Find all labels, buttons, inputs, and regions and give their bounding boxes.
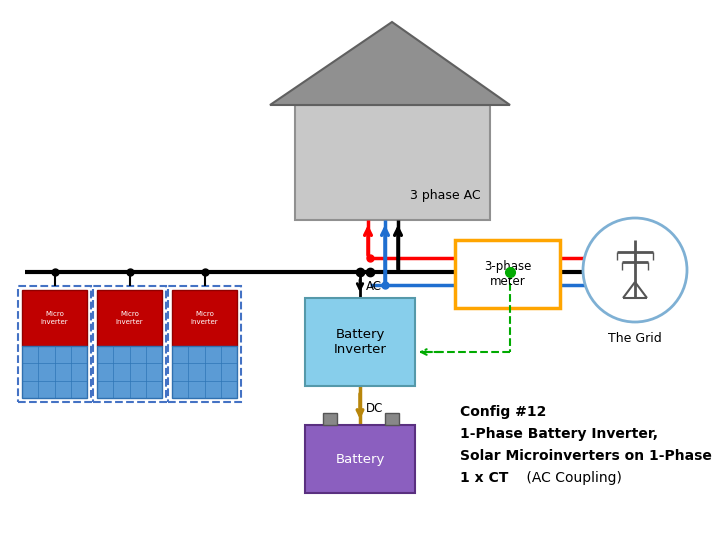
Bar [97, 290, 162, 346]
Text: 1-Phase Battery Inverter,: 1-Phase Battery Inverter, [460, 427, 658, 441]
Bar [172, 346, 237, 398]
Text: 3-phase
meter: 3-phase meter [484, 260, 531, 288]
Text: AC: AC [366, 280, 382, 293]
Text: 1 x CT: 1 x CT [460, 471, 508, 485]
Text: Battery: Battery [336, 453, 384, 465]
Text: Battery
Inverter: Battery Inverter [333, 328, 387, 356]
Circle shape [583, 218, 687, 322]
Bar [22, 290, 87, 346]
Bar [172, 290, 237, 346]
Bar [168, 286, 241, 402]
Text: Micro
Inverter: Micro Inverter [191, 312, 218, 325]
Text: Micro
Inverter: Micro Inverter [41, 312, 68, 325]
Bar [455, 240, 560, 308]
Bar [22, 346, 87, 398]
Text: Solar Microinverters on 1-Phase: Solar Microinverters on 1-Phase [460, 449, 712, 463]
Polygon shape [270, 22, 510, 105]
Bar [323, 413, 337, 425]
Text: Config #12: Config #12 [460, 405, 546, 419]
Text: Micro
Inverter: Micro Inverter [116, 312, 143, 325]
Bar [295, 105, 490, 220]
Bar [305, 425, 415, 493]
Text: The Grid: The Grid [608, 332, 662, 345]
Bar [305, 298, 415, 386]
Text: DC: DC [366, 402, 383, 415]
Bar [18, 286, 91, 402]
Text: (AC Coupling): (AC Coupling) [522, 471, 622, 485]
Bar [97, 346, 162, 398]
Bar [385, 413, 399, 425]
Text: 3 phase AC: 3 phase AC [410, 188, 481, 201]
Bar [93, 286, 166, 402]
